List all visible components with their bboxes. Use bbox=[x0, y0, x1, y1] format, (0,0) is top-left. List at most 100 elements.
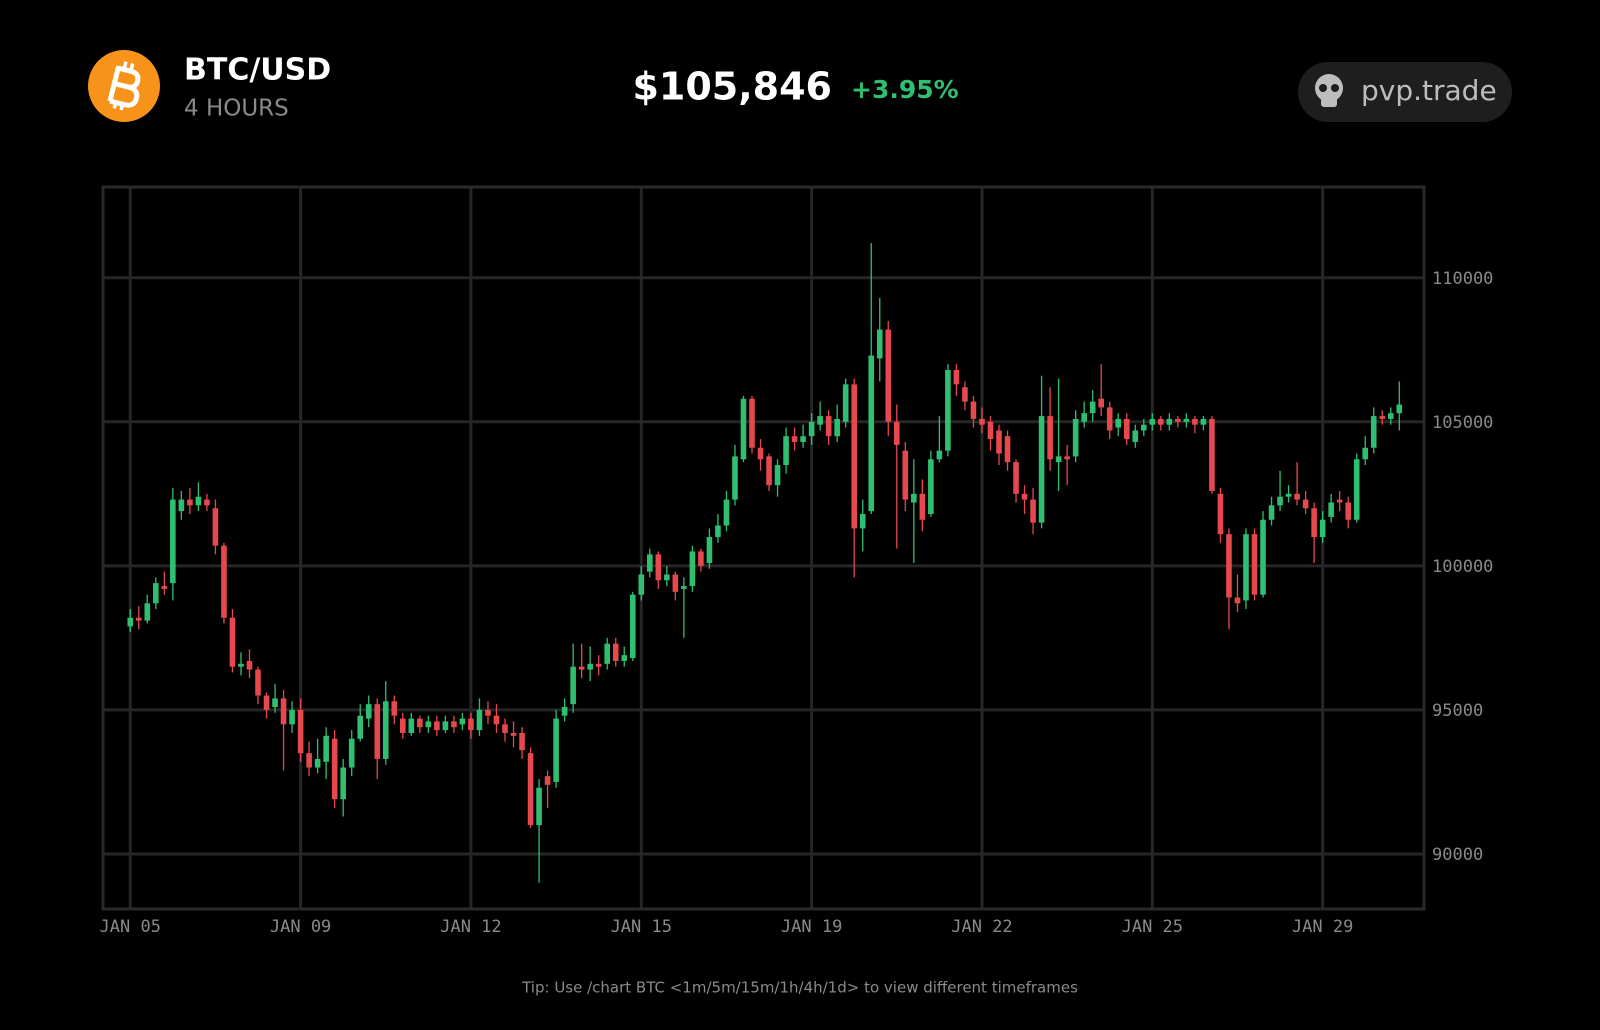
candle-body bbox=[1319, 519, 1326, 538]
candle-body bbox=[314, 758, 321, 768]
candle-body bbox=[876, 329, 883, 359]
candle-body bbox=[1115, 418, 1122, 428]
candle-body bbox=[1158, 418, 1164, 425]
candle-body bbox=[817, 416, 823, 425]
candle-body bbox=[638, 574, 645, 595]
candle-body bbox=[238, 663, 244, 667]
candle-body bbox=[459, 718, 466, 725]
candle-body bbox=[1149, 418, 1156, 425]
price: $105,846 bbox=[632, 65, 832, 109]
candle-body bbox=[732, 456, 738, 500]
candle-body bbox=[1021, 493, 1028, 500]
x-tick-label: JAN 29 bbox=[1292, 917, 1353, 937]
candle-body bbox=[749, 398, 755, 448]
candle-body bbox=[408, 718, 415, 733]
candle-body bbox=[468, 718, 474, 731]
brand-badge: pvp.trade bbox=[1298, 62, 1512, 122]
candle-body bbox=[715, 525, 721, 538]
candle-body bbox=[170, 499, 176, 584]
candle-body bbox=[374, 704, 381, 759]
candle-body bbox=[297, 709, 304, 754]
candle-body bbox=[1285, 493, 1292, 497]
candle-body bbox=[340, 767, 346, 800]
candle-body bbox=[757, 447, 764, 460]
symbol: BTC/USD bbox=[184, 53, 331, 88]
candle-body bbox=[1055, 456, 1062, 463]
plot-border bbox=[101, 185, 1426, 911]
candle-body bbox=[1396, 404, 1403, 414]
candle-body bbox=[936, 450, 943, 460]
candle-body bbox=[1260, 519, 1266, 595]
candle-body bbox=[434, 721, 440, 731]
candle-body bbox=[1064, 456, 1070, 460]
candle-body bbox=[970, 401, 977, 419]
candle-body bbox=[272, 698, 278, 708]
candle-body bbox=[553, 718, 559, 782]
candle-body bbox=[417, 718, 423, 728]
candle-body bbox=[672, 574, 679, 592]
y-tick-label: 110000 bbox=[1432, 269, 1493, 289]
candle-body bbox=[1379, 416, 1386, 419]
candle-body bbox=[263, 695, 270, 710]
candle-body bbox=[365, 704, 372, 719]
btc-icon bbox=[88, 50, 160, 122]
candle-body bbox=[885, 329, 892, 422]
candle-body bbox=[902, 450, 909, 500]
candle-body bbox=[331, 738, 338, 800]
price-change: +3.95% bbox=[851, 75, 959, 104]
candle-body bbox=[561, 707, 568, 716]
candle-body bbox=[127, 617, 134, 627]
candle-body bbox=[1192, 418, 1198, 425]
candle-body bbox=[161, 586, 168, 589]
candle-body bbox=[348, 738, 355, 768]
candle-body bbox=[1166, 418, 1173, 425]
candle-body bbox=[740, 398, 747, 460]
candle-body bbox=[766, 456, 772, 486]
candle-body bbox=[979, 418, 985, 425]
candle-body bbox=[1047, 416, 1053, 460]
candle-body bbox=[1175, 418, 1181, 422]
x-tick-label: JAN 22 bbox=[951, 917, 1012, 937]
candle-body bbox=[928, 459, 934, 515]
candle-body bbox=[425, 721, 432, 728]
candle-body bbox=[1013, 462, 1019, 494]
candle-body bbox=[229, 617, 236, 667]
candle-body bbox=[808, 421, 815, 437]
candle-body bbox=[306, 753, 312, 768]
y-tick-label: 105000 bbox=[1432, 413, 1493, 433]
candle-body bbox=[655, 554, 662, 581]
candle-body bbox=[578, 666, 585, 670]
candle-body bbox=[212, 508, 219, 546]
candle-body bbox=[595, 663, 602, 667]
candle-body bbox=[681, 586, 687, 589]
candle-body bbox=[502, 724, 508, 733]
candle-body bbox=[195, 496, 202, 506]
candle-body bbox=[621, 655, 628, 661]
candle-body bbox=[859, 514, 866, 529]
tip: Tip: Use /chart BTC <1m/5m/15m/1h/4h/1d>… bbox=[521, 979, 1078, 997]
candle-body bbox=[1123, 418, 1130, 440]
candle-body bbox=[323, 735, 329, 762]
candle-body bbox=[400, 718, 406, 733]
candle-body bbox=[382, 701, 389, 759]
candle-body bbox=[1370, 416, 1377, 448]
y-tick-label: 95000 bbox=[1432, 701, 1483, 721]
x-tick-label: JAN 12 bbox=[440, 917, 501, 937]
candle-body bbox=[1183, 418, 1190, 422]
candle-body bbox=[1234, 597, 1241, 604]
candle-body bbox=[783, 436, 789, 466]
candle-body bbox=[357, 715, 364, 739]
candle-body bbox=[536, 787, 542, 826]
candle-body bbox=[868, 355, 875, 512]
candle-body bbox=[527, 753, 534, 826]
candle-body bbox=[723, 499, 730, 526]
candle-body bbox=[289, 709, 295, 725]
candle-body bbox=[1311, 508, 1317, 538]
x-tick-label: JAN 15 bbox=[611, 917, 672, 937]
candle-body bbox=[153, 583, 159, 604]
candle-body bbox=[1226, 534, 1232, 598]
candle-body bbox=[187, 499, 193, 506]
y-tick-label: 100000 bbox=[1432, 557, 1493, 577]
